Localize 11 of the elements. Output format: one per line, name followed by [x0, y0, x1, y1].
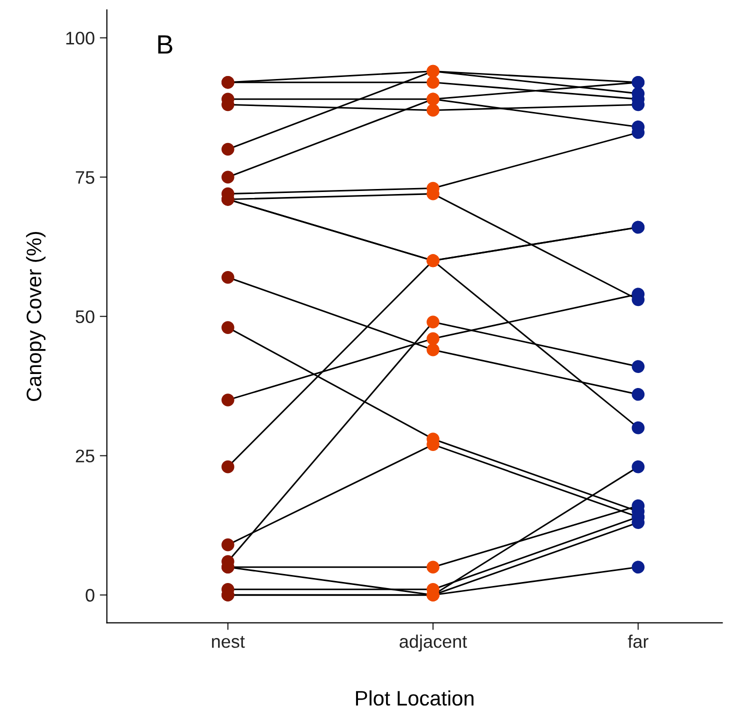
- x-tick-label: far: [628, 634, 648, 648]
- annotation: B: [158, 35, 172, 54]
- y-axis-title: Canopy Cover (%): [26, 232, 46, 402]
- x-tick-label: nest: [212, 636, 245, 648]
- y-tick-label: 100: [66, 32, 94, 45]
- y-tick-label: 50: [76, 310, 94, 324]
- x-tick-label: adjacent: [400, 634, 468, 652]
- x-axis-title: Plot Location: [356, 690, 474, 706]
- y-tick-label: 75: [76, 171, 94, 184]
- y-tick-label: 25: [76, 450, 94, 462]
- y-tick-label: 0: [86, 588, 94, 602]
